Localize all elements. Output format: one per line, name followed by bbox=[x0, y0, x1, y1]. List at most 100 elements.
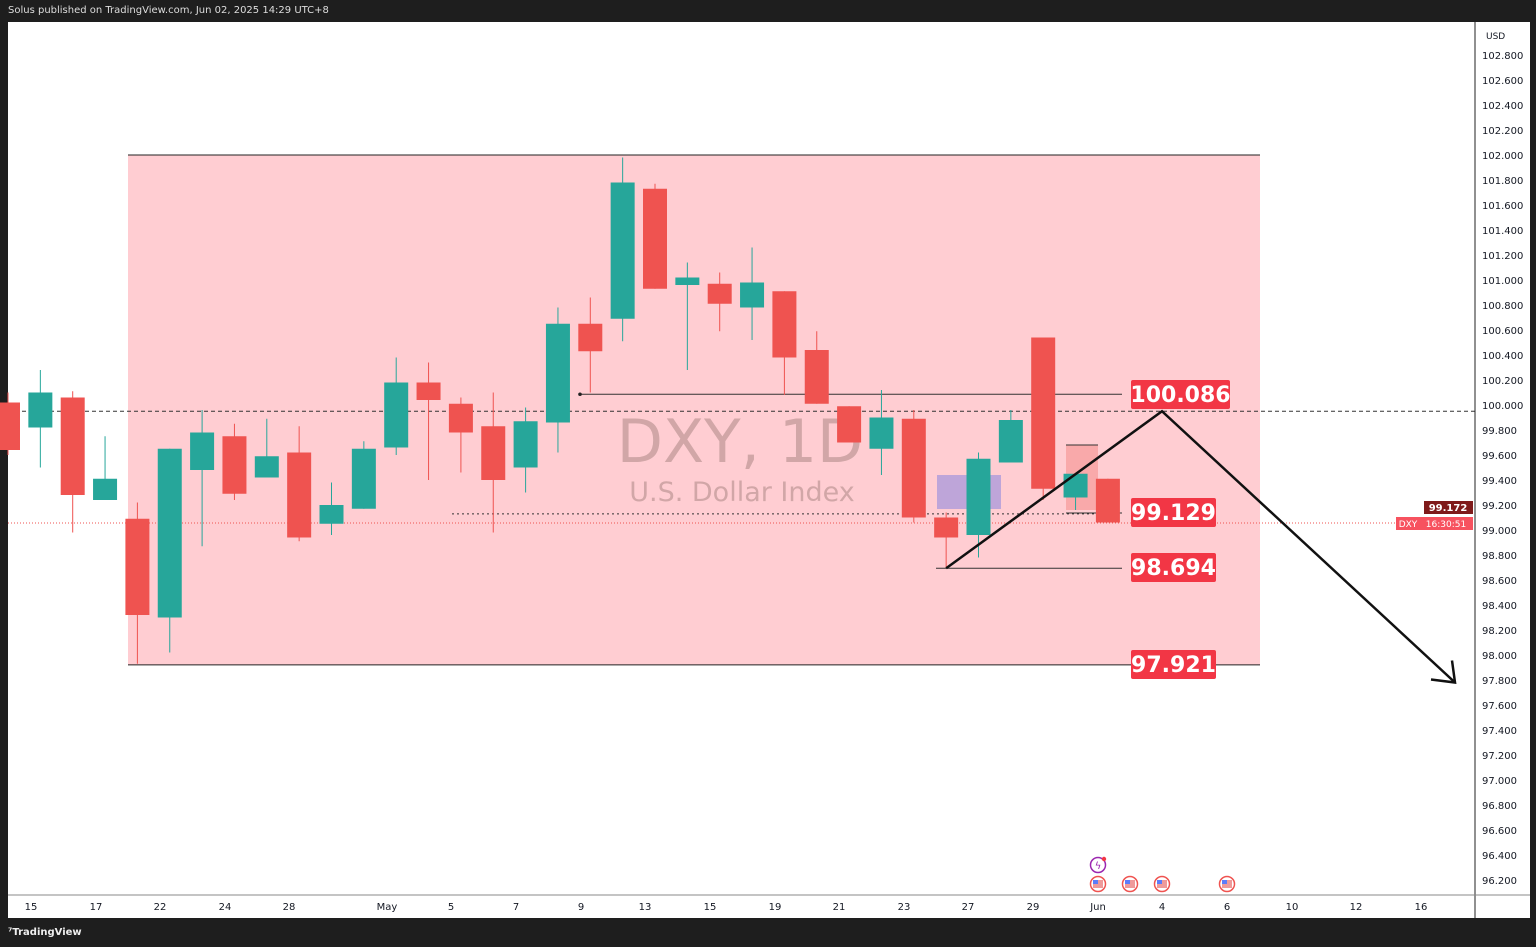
time-tick: 29 bbox=[1027, 902, 1040, 913]
time-tick: 21 bbox=[833, 902, 846, 913]
time-tick: 15 bbox=[704, 902, 717, 913]
arrow-head-icon bbox=[1430, 660, 1457, 684]
candle-down bbox=[287, 452, 312, 538]
candle-down bbox=[707, 283, 732, 304]
price-tick: 98.000 bbox=[1482, 651, 1517, 662]
candle-down bbox=[481, 426, 506, 480]
us-flag-canton bbox=[1125, 880, 1130, 884]
level-label-bg bbox=[1131, 650, 1216, 679]
price-tick: 97.400 bbox=[1482, 726, 1517, 737]
price-tick: 100.400 bbox=[1482, 351, 1523, 362]
candle-down bbox=[934, 517, 959, 538]
candle-up bbox=[254, 456, 279, 478]
price-tick: 99.400 bbox=[1482, 476, 1517, 487]
candle-down bbox=[222, 436, 247, 494]
price-tick: 99.200 bbox=[1482, 501, 1517, 512]
us-flag-canton bbox=[1157, 880, 1162, 884]
publisher-text: Solus published on TradingView.com, Jun … bbox=[8, 5, 329, 16]
publisher-bar: Solus published on TradingView.com, Jun … bbox=[0, 0, 1536, 22]
candle-up bbox=[1063, 473, 1088, 498]
candle-up bbox=[28, 392, 53, 428]
projection-path bbox=[945, 409, 1456, 684]
price-tick: 96.200 bbox=[1482, 876, 1517, 887]
price-tick: 100.200 bbox=[1482, 376, 1523, 387]
candle-down bbox=[837, 406, 862, 443]
footer: ⁷TradingView bbox=[0, 918, 1536, 946]
candle-up bbox=[190, 432, 215, 470]
time-tick: May bbox=[377, 902, 398, 913]
price-tick: 102.400 bbox=[1482, 101, 1523, 112]
candle-up bbox=[93, 478, 118, 500]
time-tick: 5 bbox=[448, 902, 454, 913]
candle-up bbox=[869, 417, 894, 449]
last-price-label: 99.172 bbox=[1429, 503, 1468, 514]
price-tick: 102.800 bbox=[1482, 51, 1523, 62]
price-tick: 98.400 bbox=[1482, 601, 1517, 612]
time-tick: 17 bbox=[90, 902, 103, 913]
candle-up bbox=[384, 382, 409, 448]
countdown-label: 16:30:51 bbox=[1426, 520, 1466, 530]
price-tick: 101.400 bbox=[1482, 226, 1523, 237]
price-tick: 101.000 bbox=[1482, 276, 1523, 287]
price-tick: 96.400 bbox=[1482, 851, 1517, 862]
level-label-bg bbox=[1131, 380, 1230, 409]
time-tick: 16 bbox=[1415, 902, 1428, 913]
level-label: 100.086 bbox=[1130, 383, 1230, 408]
time-axis[interactable]: 15 17 22 24 28 May 5 7 9 13 15 19 21 23 27 29 Jun 4 6 10 12 1… bbox=[25, 902, 1428, 913]
price-tick: 99.600 bbox=[1482, 451, 1517, 462]
level-label: 99.129 bbox=[1131, 501, 1216, 526]
time-tick: 13 bbox=[639, 902, 652, 913]
time-tick: 19 bbox=[769, 902, 782, 913]
price-tick: 97.800 bbox=[1482, 676, 1517, 687]
level-label-bg bbox=[1131, 553, 1216, 582]
price-tick: 102.600 bbox=[1482, 76, 1523, 87]
candle-up bbox=[998, 420, 1023, 463]
candle-up bbox=[966, 458, 991, 535]
time-tick: 7 bbox=[513, 902, 519, 913]
candle-down bbox=[416, 382, 441, 400]
price-tick: 97.600 bbox=[1482, 701, 1517, 712]
time-tick: 4 bbox=[1159, 902, 1165, 913]
price-tick: 100.600 bbox=[1482, 326, 1523, 337]
time-tick: 28 bbox=[283, 902, 296, 913]
candle-down bbox=[448, 403, 473, 433]
price-tick: 96.600 bbox=[1482, 826, 1517, 837]
price-tick: 99.000 bbox=[1482, 526, 1517, 537]
price-axis[interactable]: 102.800 102.600 102.400 102.200 102.000 101.8… bbox=[1482, 51, 1523, 887]
last-price-label-bg bbox=[1424, 501, 1473, 514]
level-label-bg bbox=[1131, 498, 1216, 527]
us-flag-canton bbox=[1093, 880, 1098, 884]
price-tick: 98.600 bbox=[1482, 576, 1517, 587]
currency-label: USD bbox=[1486, 32, 1505, 42]
ticker-label: DXY bbox=[1399, 520, 1418, 530]
level-anchor bbox=[578, 392, 582, 397]
tradingview-logo: ⁷TradingView bbox=[8, 927, 82, 938]
candle-down bbox=[125, 518, 150, 615]
price-tick: 97.000 bbox=[1482, 776, 1517, 787]
candle-up bbox=[545, 323, 570, 423]
right-edge bbox=[1530, 22, 1536, 918]
candle-up bbox=[351, 448, 376, 509]
price-tick: 102.200 bbox=[1482, 126, 1523, 137]
time-tick: 15 bbox=[25, 902, 38, 913]
time-tick: 6 bbox=[1224, 902, 1230, 913]
time-tick: Jun bbox=[1089, 902, 1106, 913]
price-tick: 101.200 bbox=[1482, 251, 1523, 262]
time-tick: 22 bbox=[154, 902, 167, 913]
countdown-label-bg bbox=[1396, 517, 1473, 530]
range-zone bbox=[128, 155, 1260, 665]
price-tick: 97.200 bbox=[1482, 751, 1517, 762]
candle-down bbox=[901, 418, 926, 518]
candle-down bbox=[1031, 337, 1056, 489]
time-tick: 10 bbox=[1286, 902, 1299, 913]
price-chart[interactable]: DXY, 1D U.S. Dollar Index 100.086 99.129 9… bbox=[0, 0, 1536, 918]
price-tick: 100.000 bbox=[1482, 401, 1523, 412]
notification-dot bbox=[1101, 856, 1107, 862]
watermark-name: U.S. Dollar Index bbox=[629, 477, 855, 508]
level-label: 98.694 bbox=[1131, 556, 1216, 581]
candle-up bbox=[610, 182, 635, 319]
time-tick: 9 bbox=[578, 902, 584, 913]
time-tick: 24 bbox=[219, 902, 232, 913]
time-tick: 23 bbox=[898, 902, 911, 913]
candle-up bbox=[740, 282, 765, 308]
